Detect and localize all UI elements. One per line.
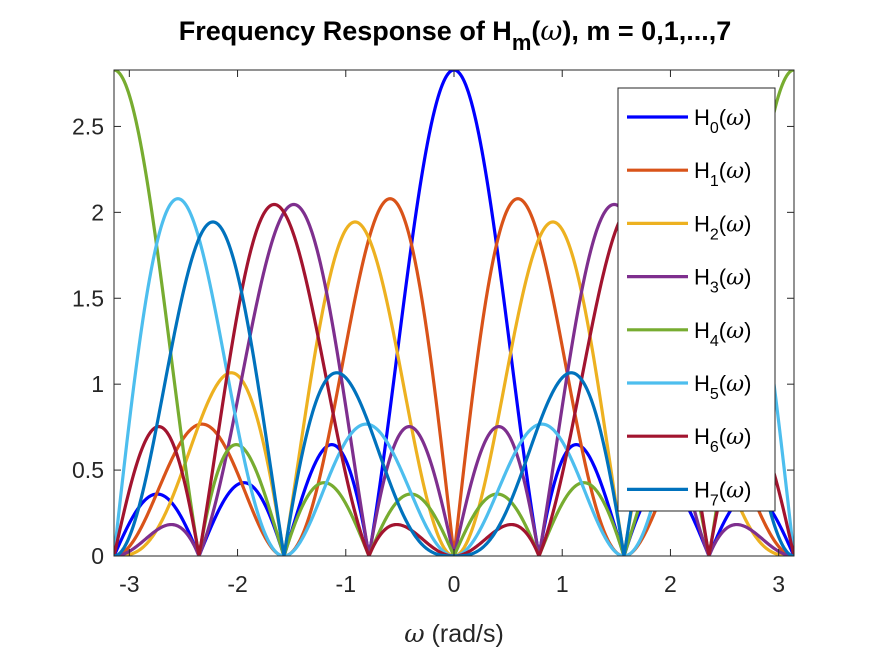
legend-label: H6(ω) xyxy=(694,424,751,456)
x-axis-label: ω (rad/s) xyxy=(404,619,504,648)
legend: H0(ω) H1(ω) H2(ω) H3(ω) H4(ω) H5(ω) H6(ω) H7(ω) xyxy=(617,87,776,512)
x-tick-label: 0 xyxy=(448,571,461,597)
x-tick-label: 2 xyxy=(664,571,677,597)
y-tick-label: 2 xyxy=(91,199,104,225)
x-tick-label: -3 xyxy=(119,571,139,597)
chart-title-subscript: m xyxy=(512,30,532,55)
y-tick-label: 0.5 xyxy=(72,457,104,483)
legend-box xyxy=(617,87,776,512)
x-axis-label-greek: ω xyxy=(404,619,424,648)
legend-item-h6: H6(ω) xyxy=(627,424,751,456)
legend-item-h0: H0(ω) xyxy=(627,105,751,137)
axes-layer xyxy=(113,69,795,557)
y-tick-label: 0 xyxy=(91,543,104,569)
x-tick-label: -2 xyxy=(227,571,247,597)
chart-title-prefix: Frequency Response of H xyxy=(179,16,512,46)
chart-title-paren-open: ( xyxy=(531,16,540,46)
x-tick-label: -1 xyxy=(336,571,356,597)
legend-label: H5(ω) xyxy=(694,371,751,403)
y-tick-label: 1 xyxy=(91,371,104,397)
legend-label: H0(ω) xyxy=(694,105,751,137)
legend-label: H1(ω) xyxy=(694,158,751,190)
chart-title-suffix: , m = 0,1,...,7 xyxy=(571,16,731,46)
y-tick-label: 1.5 xyxy=(72,285,104,311)
y-tick-labels: 0 0.5 1 1.5 2 2.5 xyxy=(72,113,104,569)
chart-title-paren-close: ) xyxy=(562,16,571,46)
legend-item-h7: H7(ω) xyxy=(627,477,751,509)
legend-items: H0(ω) H1(ω) H2(ω) H3(ω) H4(ω) H5(ω) H6(ω) H7(ω) xyxy=(627,105,751,509)
legend-label: H4(ω) xyxy=(694,318,751,350)
x-tick-label: 3 xyxy=(772,571,785,597)
chart-title: Frequency Response of Hm(ω), m = 0,1,...… xyxy=(179,16,732,55)
x-axis-label-text: (rad/s) xyxy=(425,620,504,648)
x-tick-labels: -3 -2 -1 0 1 2 3 xyxy=(119,571,785,597)
y-tick-label: 2.5 xyxy=(72,113,104,139)
chart-title-greek: ω xyxy=(540,16,562,47)
legend-item-h1: H1(ω) xyxy=(627,158,751,190)
x-tick-label: 1 xyxy=(556,571,569,597)
legend-item-h5: H5(ω) xyxy=(627,371,751,403)
legend-label: H2(ω) xyxy=(694,211,751,243)
legend-item-h4: H4(ω) xyxy=(627,318,751,350)
legend-item-h3: H3(ω) xyxy=(627,265,751,297)
legend-label: H7(ω) xyxy=(694,477,751,509)
legend-label: H3(ω) xyxy=(694,265,751,297)
legend-item-h2: H2(ω) xyxy=(627,211,751,243)
